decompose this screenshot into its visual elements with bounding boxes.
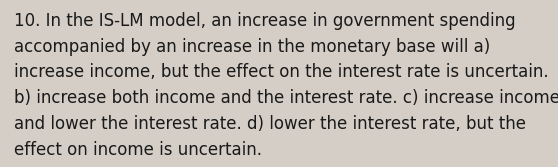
Text: b) increase both income and the interest rate. c) increase income: b) increase both income and the interest… bbox=[14, 89, 558, 107]
Text: and lower the interest rate. d) lower the interest rate, but the: and lower the interest rate. d) lower th… bbox=[14, 115, 526, 133]
Text: accompanied by an increase in the monetary base will a): accompanied by an increase in the moneta… bbox=[14, 38, 490, 56]
Text: effect on income is uncertain.: effect on income is uncertain. bbox=[14, 141, 262, 159]
Text: increase income, but the effect on the interest rate is uncertain.: increase income, but the effect on the i… bbox=[14, 63, 549, 81]
Text: 10. In the IS-LM model, an increase in government spending: 10. In the IS-LM model, an increase in g… bbox=[14, 12, 516, 30]
